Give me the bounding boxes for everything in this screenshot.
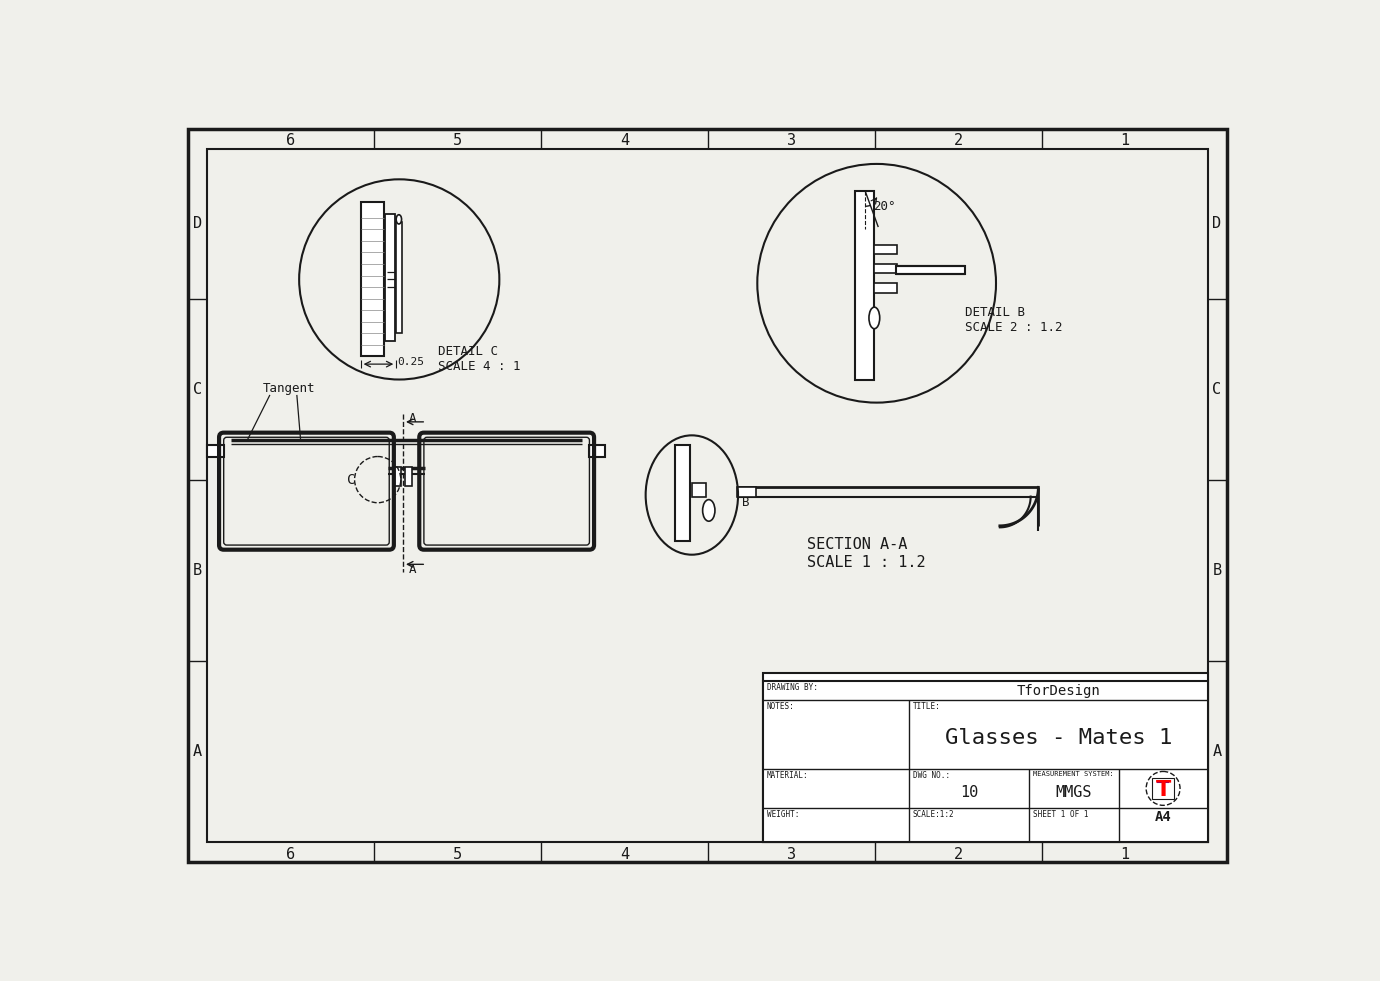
- Bar: [691, 484, 705, 497]
- Text: MEASUREMENT SYSTEM:: MEASUREMENT SYSTEM:: [1034, 771, 1114, 778]
- Text: TITLE:: TITLE:: [912, 702, 941, 711]
- Bar: [393, 467, 400, 486]
- Text: 3: 3: [787, 848, 796, 862]
- Text: A4: A4: [1155, 810, 1172, 824]
- Bar: [856, 191, 875, 380]
- Text: D: D: [193, 217, 201, 232]
- Bar: [763, 673, 1208, 843]
- Text: SHEET 1 OF 1: SHEET 1 OF 1: [1034, 810, 1089, 819]
- Bar: [207, 445, 224, 456]
- Bar: [875, 264, 897, 274]
- Text: DRAWING BY:: DRAWING BY:: [766, 683, 817, 692]
- Text: SCALE:1:2: SCALE:1:2: [912, 810, 955, 819]
- Text: T: T: [1155, 780, 1170, 800]
- Text: C: C: [346, 473, 355, 487]
- Text: MATERIAL:: MATERIAL:: [766, 771, 809, 781]
- Bar: [737, 488, 756, 496]
- Text: TforDesign: TforDesign: [1017, 684, 1100, 697]
- Text: 4: 4: [620, 848, 629, 862]
- Text: 10: 10: [960, 785, 978, 800]
- Text: C: C: [193, 383, 201, 397]
- Bar: [385, 214, 395, 341]
- Text: SECTION A-A
SCALE 1 : 1.2: SECTION A-A SCALE 1 : 1.2: [807, 538, 926, 570]
- Bar: [875, 245, 897, 254]
- Text: 6: 6: [286, 133, 295, 148]
- Text: NOTES:: NOTES:: [766, 702, 795, 711]
- Bar: [763, 681, 1208, 843]
- Bar: [1152, 778, 1174, 800]
- Text: Tangent: Tangent: [262, 382, 316, 395]
- Text: 6: 6: [286, 848, 295, 862]
- Text: 2: 2: [954, 133, 963, 148]
- Text: 20°: 20°: [872, 200, 896, 213]
- Text: A: A: [410, 411, 417, 425]
- Text: 5: 5: [453, 848, 462, 862]
- Text: 3: 3: [787, 133, 796, 148]
- Text: A: A: [193, 745, 201, 759]
- Bar: [360, 202, 384, 356]
- Text: 2: 2: [954, 848, 963, 862]
- Text: 1: 1: [1121, 848, 1130, 862]
- Text: MMGS: MMGS: [1056, 785, 1092, 800]
- Text: B: B: [1213, 563, 1221, 579]
- Text: 0.25: 0.25: [397, 357, 425, 367]
- Bar: [396, 222, 402, 334]
- Ellipse shape: [869, 307, 879, 329]
- Text: D: D: [1213, 217, 1221, 232]
- Ellipse shape: [702, 499, 715, 521]
- Bar: [589, 445, 604, 456]
- Text: A: A: [1213, 745, 1221, 759]
- Text: DETAIL C
SCALE 4 : 1: DETAIL C SCALE 4 : 1: [437, 345, 520, 373]
- Bar: [896, 266, 965, 274]
- Text: 4: 4: [620, 133, 629, 148]
- Text: C: C: [1213, 383, 1221, 397]
- Text: Glasses - Mates 1: Glasses - Mates 1: [945, 728, 1172, 749]
- Text: B: B: [193, 563, 201, 579]
- Bar: [875, 284, 897, 292]
- Text: 5: 5: [453, 133, 462, 148]
- Text: DWG NO.:: DWG NO.:: [912, 771, 949, 781]
- Text: B: B: [742, 496, 749, 509]
- Ellipse shape: [396, 215, 402, 224]
- Text: A: A: [410, 563, 417, 576]
- Bar: [404, 467, 413, 486]
- Text: 1: 1: [1121, 133, 1130, 148]
- Bar: [675, 445, 690, 542]
- Text: DETAIL B
SCALE 2 : 1.2: DETAIL B SCALE 2 : 1.2: [965, 306, 1063, 335]
- Text: WEIGHT:: WEIGHT:: [766, 810, 799, 819]
